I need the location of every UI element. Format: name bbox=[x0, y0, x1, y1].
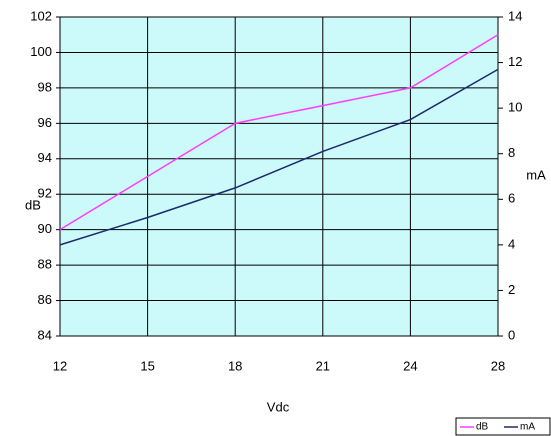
series-line bbox=[59, 34, 499, 231]
y2-tick-label: 6 bbox=[508, 191, 515, 206]
plot-area bbox=[59, 16, 499, 337]
x-tick-label: 24 bbox=[403, 358, 417, 373]
y-tick-label: 96 bbox=[38, 115, 52, 130]
y2-tick-label: 12 bbox=[508, 54, 522, 69]
x-tick-label: 12 bbox=[53, 358, 67, 373]
legend-label: dB bbox=[476, 422, 489, 433]
y2-tick-label: 4 bbox=[508, 236, 515, 251]
y-tick-label: 98 bbox=[38, 79, 52, 94]
y2-axis-label: mA bbox=[526, 167, 546, 182]
y2-tick-label: 10 bbox=[508, 100, 522, 115]
x-tick-label: 28 bbox=[491, 358, 505, 373]
x-tick-label: 15 bbox=[140, 358, 154, 373]
y-tick-label: 84 bbox=[38, 327, 52, 342]
y2-tick-label: 8 bbox=[508, 145, 515, 160]
x-axis-label: Vdc bbox=[267, 399, 290, 414]
legend-label: mA bbox=[520, 422, 535, 433]
y2-tick-label: 0 bbox=[508, 327, 515, 342]
legend-box bbox=[455, 417, 551, 436]
y-tick-label: 92 bbox=[38, 186, 52, 201]
x-tick-label: 18 bbox=[228, 358, 242, 373]
y2-tick-label: 14 bbox=[508, 8, 522, 23]
y-tick-label: 100 bbox=[30, 44, 52, 59]
series-line bbox=[59, 68, 499, 246]
y-tick-label: 94 bbox=[38, 150, 52, 165]
y-axis-label: dB bbox=[25, 197, 41, 212]
y-tick-label: 86 bbox=[38, 292, 52, 307]
y2-tick-label: 2 bbox=[508, 282, 515, 297]
y-tick-label: 88 bbox=[38, 257, 52, 272]
x-tick-label: 21 bbox=[316, 358, 330, 373]
y-tick-label: 102 bbox=[30, 8, 52, 23]
y-tick-label: 90 bbox=[38, 221, 52, 236]
